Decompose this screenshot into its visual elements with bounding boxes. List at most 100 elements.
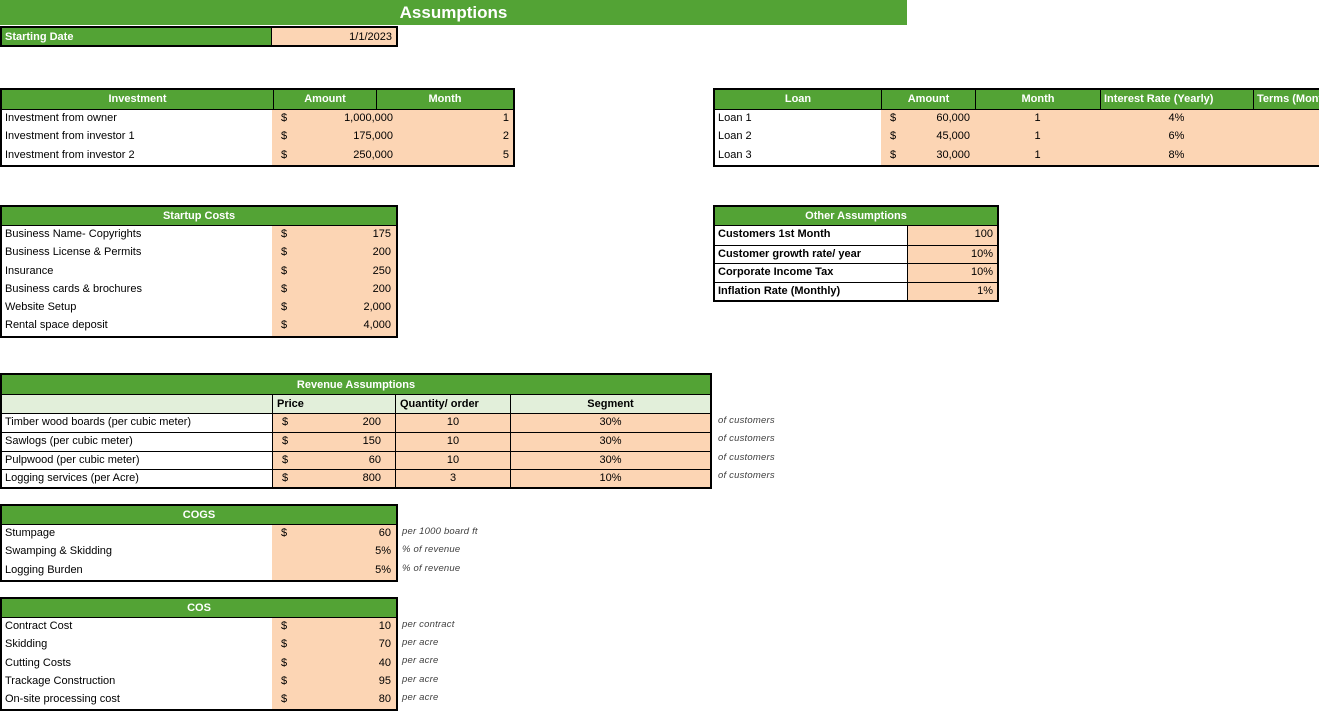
loan-row-label[interactable]: Loan 1 bbox=[715, 110, 881, 129]
assumption-label[interactable]: Customers 1st Month bbox=[715, 226, 908, 245]
revenue-row-label[interactable]: Logging services (per Acre) bbox=[2, 468, 272, 487]
loan-amount-cell[interactable]: $45,000 bbox=[881, 128, 975, 147]
loan-header-interest-rate: Interest Rate (Yearly) bbox=[1100, 90, 1253, 109]
loan-terms-cell[interactable] bbox=[1253, 128, 1319, 147]
startup-cost-value-cell[interactable]: $200 bbox=[272, 244, 396, 263]
revenue-price-cell[interactable]: $800 bbox=[272, 468, 395, 487]
table-row: Investment from investor 2 $250,000 5 bbox=[2, 146, 513, 165]
cogs-row-label[interactable]: Swamping & Skidding bbox=[2, 543, 272, 562]
table-row: Skidding $70 bbox=[2, 636, 396, 655]
loan-amount-cell[interactable]: $60,000 bbox=[881, 110, 975, 129]
loan-month-cell[interactable]: 1 bbox=[975, 146, 1100, 165]
loan-row-label[interactable]: Loan 3 bbox=[715, 146, 881, 165]
revenue-quantity-cell[interactable]: 10 bbox=[395, 450, 510, 469]
investment-row-label[interactable]: Investment from investor 2 bbox=[2, 146, 272, 165]
revenue-quantity-cell[interactable]: 3 bbox=[395, 468, 510, 487]
note-unit: per acre bbox=[402, 673, 439, 685]
revenue-row-label[interactable]: Sawlogs (per cubic meter) bbox=[2, 432, 272, 451]
investment-amount-cell[interactable]: $1,000,000 bbox=[272, 110, 398, 129]
investment-header-row: Investment Amount Month bbox=[2, 90, 513, 110]
loan-month-cell[interactable]: 1 bbox=[975, 110, 1100, 129]
investment-month-cell[interactable]: 2 bbox=[398, 128, 513, 147]
assumption-value-cell[interactable]: 1% bbox=[908, 281, 997, 300]
investment-month-cell[interactable]: 5 bbox=[398, 146, 513, 165]
revenue-price-cell[interactable]: $150 bbox=[272, 432, 395, 451]
table-row: Logging Burden 5% bbox=[2, 561, 396, 580]
cos-row-label[interactable]: Cutting Costs bbox=[2, 654, 272, 673]
loan-terms-cell[interactable] bbox=[1253, 146, 1319, 165]
currency-symbol: $ bbox=[281, 148, 288, 161]
loan-month-cell[interactable]: 1 bbox=[975, 128, 1100, 147]
startup-cost-label[interactable]: Business License & Permits bbox=[2, 244, 272, 263]
startup-cost-value-cell[interactable]: $4,000 bbox=[272, 317, 396, 336]
note-unit: % of revenue bbox=[402, 544, 461, 556]
table-row: Rental space deposit $4,000 bbox=[2, 317, 396, 336]
table-row: Contract Cost $10 bbox=[2, 618, 396, 637]
assumption-value-cell[interactable]: 100 bbox=[908, 226, 997, 245]
startup-cost-label[interactable]: Website Setup bbox=[2, 299, 272, 318]
starting-date-label[interactable]: Starting Date bbox=[2, 28, 272, 45]
starting-date-row: Starting Date 1/1/2023 bbox=[0, 26, 398, 47]
currency-symbol: $ bbox=[281, 264, 288, 277]
loan-interest-cell[interactable]: 6% bbox=[1100, 128, 1253, 147]
revenue-row-label[interactable]: Timber wood boards (per cubic meter) bbox=[2, 414, 272, 433]
table-row: Sawlogs (per cubic meter) $150 10 30% bbox=[2, 432, 710, 451]
investment-row-label[interactable]: Investment from investor 1 bbox=[2, 128, 272, 147]
cos-value-cell[interactable]: $80 bbox=[272, 691, 396, 710]
revenue-notes: of customers of customers of customers o… bbox=[718, 412, 775, 485]
revenue-segment-cell[interactable]: 10% bbox=[510, 468, 710, 487]
revenue-segment-cell[interactable]: 30% bbox=[510, 432, 710, 451]
currency-symbol: $ bbox=[281, 246, 288, 259]
currency-symbol: $ bbox=[281, 527, 288, 539]
loan-interest-cell[interactable]: 8% bbox=[1100, 146, 1253, 165]
investment-row-label[interactable]: Investment from owner bbox=[2, 110, 272, 129]
revenue-row-label[interactable]: Pulpwood (per cubic meter) bbox=[2, 450, 272, 469]
investment-header-month: Month bbox=[376, 90, 513, 109]
investment-month-cell[interactable]: 1 bbox=[398, 110, 513, 129]
cos-value-cell[interactable]: $70 bbox=[272, 636, 396, 655]
startup-cost-label[interactable]: Insurance bbox=[2, 262, 272, 281]
cos-value-cell[interactable]: $10 bbox=[272, 618, 396, 637]
startup-cost-value-cell[interactable]: $2,000 bbox=[272, 299, 396, 318]
investment-amount-cell[interactable]: $175,000 bbox=[272, 128, 398, 147]
revenue-segment-cell[interactable]: 30% bbox=[510, 450, 710, 469]
loan-amount-cell[interactable]: $30,000 bbox=[881, 146, 975, 165]
currency-symbol: $ bbox=[281, 301, 288, 314]
startup-cost-label[interactable]: Business cards & brochures bbox=[2, 280, 272, 300]
assumption-label[interactable]: Customer growth rate/ year bbox=[715, 244, 908, 263]
loan-terms-cell[interactable] bbox=[1253, 110, 1319, 129]
loan-interest-cell[interactable]: 4% bbox=[1100, 110, 1253, 129]
cos-row-label[interactable]: On-site processing cost bbox=[2, 691, 272, 710]
assumption-label[interactable]: Corporate Income Tax bbox=[715, 263, 908, 282]
revenue-assumptions-table: Revenue Assumptions Price Quantity/ orde… bbox=[0, 373, 712, 489]
loan-row-label[interactable]: Loan 2 bbox=[715, 128, 881, 147]
cogs-value-cell[interactable]: 5% bbox=[272, 561, 396, 580]
investment-amount-cell[interactable]: $250,000 bbox=[272, 146, 398, 165]
startup-cost-value-cell[interactable]: $175 bbox=[272, 226, 396, 245]
cos-value-cell[interactable]: $95 bbox=[272, 672, 396, 692]
cogs-value-cell[interactable]: $60 bbox=[272, 525, 396, 544]
startup-cost-label[interactable]: Rental space deposit bbox=[2, 317, 272, 336]
cogs-row-label[interactable]: Logging Burden bbox=[2, 561, 272, 580]
assumption-label[interactable]: Inflation Rate (Monthly) bbox=[715, 281, 908, 300]
starting-date-value-cell[interactable]: 1/1/2023 bbox=[272, 28, 396, 45]
startup-cost-value-cell[interactable]: $200 bbox=[272, 280, 396, 300]
table-row: Cutting Costs $40 bbox=[2, 654, 396, 673]
assumption-value-cell[interactable]: 10% bbox=[908, 263, 997, 282]
revenue-segment-cell[interactable]: 30% bbox=[510, 414, 710, 433]
cogs-row-label[interactable]: Stumpage bbox=[2, 525, 272, 544]
revenue-quantity-cell[interactable]: 10 bbox=[395, 432, 510, 451]
table-row: Insurance $250 bbox=[2, 262, 396, 281]
revenue-price-cell[interactable]: $60 bbox=[272, 450, 395, 469]
cos-row-label[interactable]: Contract Cost bbox=[2, 618, 272, 637]
cogs-value-cell[interactable]: 5% bbox=[272, 543, 396, 562]
revenue-quantity-cell[interactable]: 10 bbox=[395, 414, 510, 433]
assumption-value-cell[interactable]: 10% bbox=[908, 244, 997, 263]
cos-value-cell[interactable]: $40 bbox=[272, 654, 396, 673]
revenue-price-cell[interactable]: $200 bbox=[272, 414, 395, 433]
startup-cost-label[interactable]: Business Name- Copyrights bbox=[2, 226, 272, 245]
cos-row-label[interactable]: Skidding bbox=[2, 636, 272, 655]
cos-row-label[interactable]: Trackage Construction bbox=[2, 672, 272, 692]
currency-symbol: $ bbox=[281, 638, 288, 651]
startup-cost-value-cell[interactable]: $250 bbox=[272, 262, 396, 281]
